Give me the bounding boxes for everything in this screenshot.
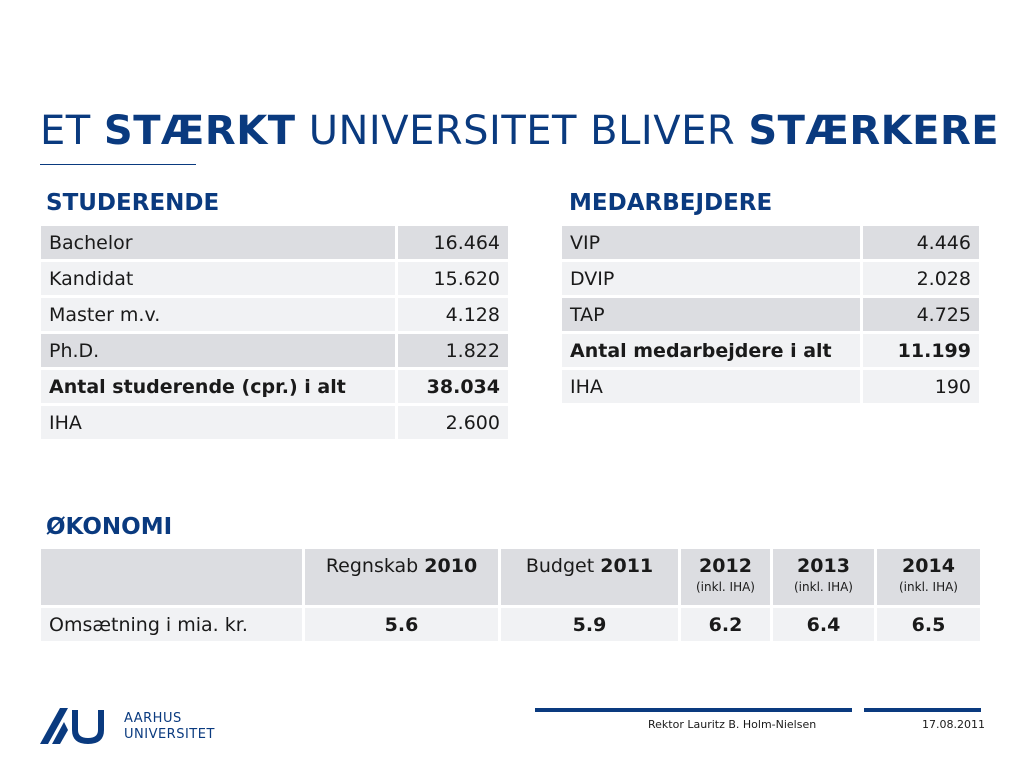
title-part-2: STÆRKT: [103, 108, 296, 154]
row-value: 6.2: [681, 608, 770, 641]
university-logo-text: AARHUS UNIVERSITET: [124, 711, 215, 743]
row-value: 4.128: [398, 298, 508, 331]
row-label: Antal studerende (cpr.) i alt: [41, 370, 395, 403]
column-header: 2012 (inkl. IHA): [681, 549, 770, 605]
title-part-4: STÆRKERE: [748, 108, 1000, 154]
row-label: DVIP: [562, 262, 860, 295]
column-header: 2014 (inkl. IHA): [877, 549, 980, 605]
title-underline: [40, 164, 196, 165]
row-value: 5.6: [305, 608, 498, 641]
presentation-date: 17.08.2011: [922, 718, 985, 731]
row-value: 6.5: [877, 608, 980, 641]
row-value: 15.620: [398, 262, 508, 295]
table-row-total: Antal medarbejdere i alt 11.199: [562, 334, 979, 367]
row-label: VIP: [562, 226, 860, 259]
column-header: Budget 2011: [501, 549, 678, 605]
table-row: Omsætning i mia. kr. 5.6 5.9 6.2 6.4 6.5: [41, 608, 980, 641]
row-label: Bachelor: [41, 226, 395, 259]
row-value: 38.034: [398, 370, 508, 403]
table-row: IHA 190: [562, 370, 979, 403]
row-value: 5.9: [501, 608, 678, 641]
page-title: ET STÆRKT UNIVERSITET BLIVER STÆRKERE: [40, 108, 999, 154]
column-header: 2013 (inkl. IHA): [773, 549, 874, 605]
row-value: 11.199: [863, 334, 979, 367]
row-value: 2.600: [398, 406, 508, 439]
logo-line-1: AARHUS: [124, 711, 182, 726]
medarbejdere-heading: MEDARBEJDERE: [569, 190, 773, 216]
row-label: Kandidat: [41, 262, 395, 295]
footer-bar: [535, 708, 852, 712]
university-logo-icon: [40, 708, 104, 744]
title-part-1: ET: [40, 108, 104, 154]
column-header: Regnskab 2010: [305, 549, 498, 605]
table-row: Kandidat 15.620: [41, 262, 508, 295]
table-row: DVIP 2.028: [562, 262, 979, 295]
header-empty-cell: [41, 549, 302, 605]
medarbejdere-table: VIP 4.446 DVIP 2.028 TAP 4.725 Antal med…: [559, 223, 982, 406]
row-label: TAP: [562, 298, 860, 331]
row-label: Antal medarbejdere i alt: [562, 334, 860, 367]
row-value: 6.4: [773, 608, 874, 641]
row-label: Master m.v.: [41, 298, 395, 331]
row-label: Omsætning i mia. kr.: [41, 608, 302, 641]
row-value: 2.028: [863, 262, 979, 295]
row-value: 4.446: [863, 226, 979, 259]
logo-line-2: UNIVERSITET: [124, 727, 215, 742]
okonomi-heading: ØKONOMI: [46, 514, 173, 540]
row-label: IHA: [41, 406, 395, 439]
row-label: IHA: [562, 370, 860, 403]
row-value: 16.464: [398, 226, 508, 259]
table-header-row: Regnskab 2010 Budget 2011 2012 (inkl. IHA…: [41, 549, 980, 605]
row-label: Ph.D.: [41, 334, 395, 367]
okonomi-table: Regnskab 2010 Budget 2011 2012 (inkl. IHA…: [38, 546, 983, 644]
studerende-heading: STUDERENDE: [46, 190, 220, 216]
table-row: Ph.D. 1.822: [41, 334, 508, 367]
row-value: 4.725: [863, 298, 979, 331]
row-value: 1.822: [398, 334, 508, 367]
table-row: TAP 4.725: [562, 298, 979, 331]
table-row: VIP 4.446: [562, 226, 979, 259]
title-part-3: UNIVERSITET BLIVER: [295, 108, 749, 154]
table-row: Master m.v. 4.128: [41, 298, 508, 331]
studerende-table: Bachelor 16.464 Kandidat 15.620 Master m…: [38, 223, 511, 442]
presenter-name: Rektor Lauritz B. Holm-Nielsen: [648, 718, 817, 731]
table-row: IHA 2.600: [41, 406, 508, 439]
row-value: 190: [863, 370, 979, 403]
table-row-total: Antal studerende (cpr.) i alt 38.034: [41, 370, 508, 403]
table-row: Bachelor 16.464: [41, 226, 508, 259]
footer-bar: [864, 708, 981, 712]
